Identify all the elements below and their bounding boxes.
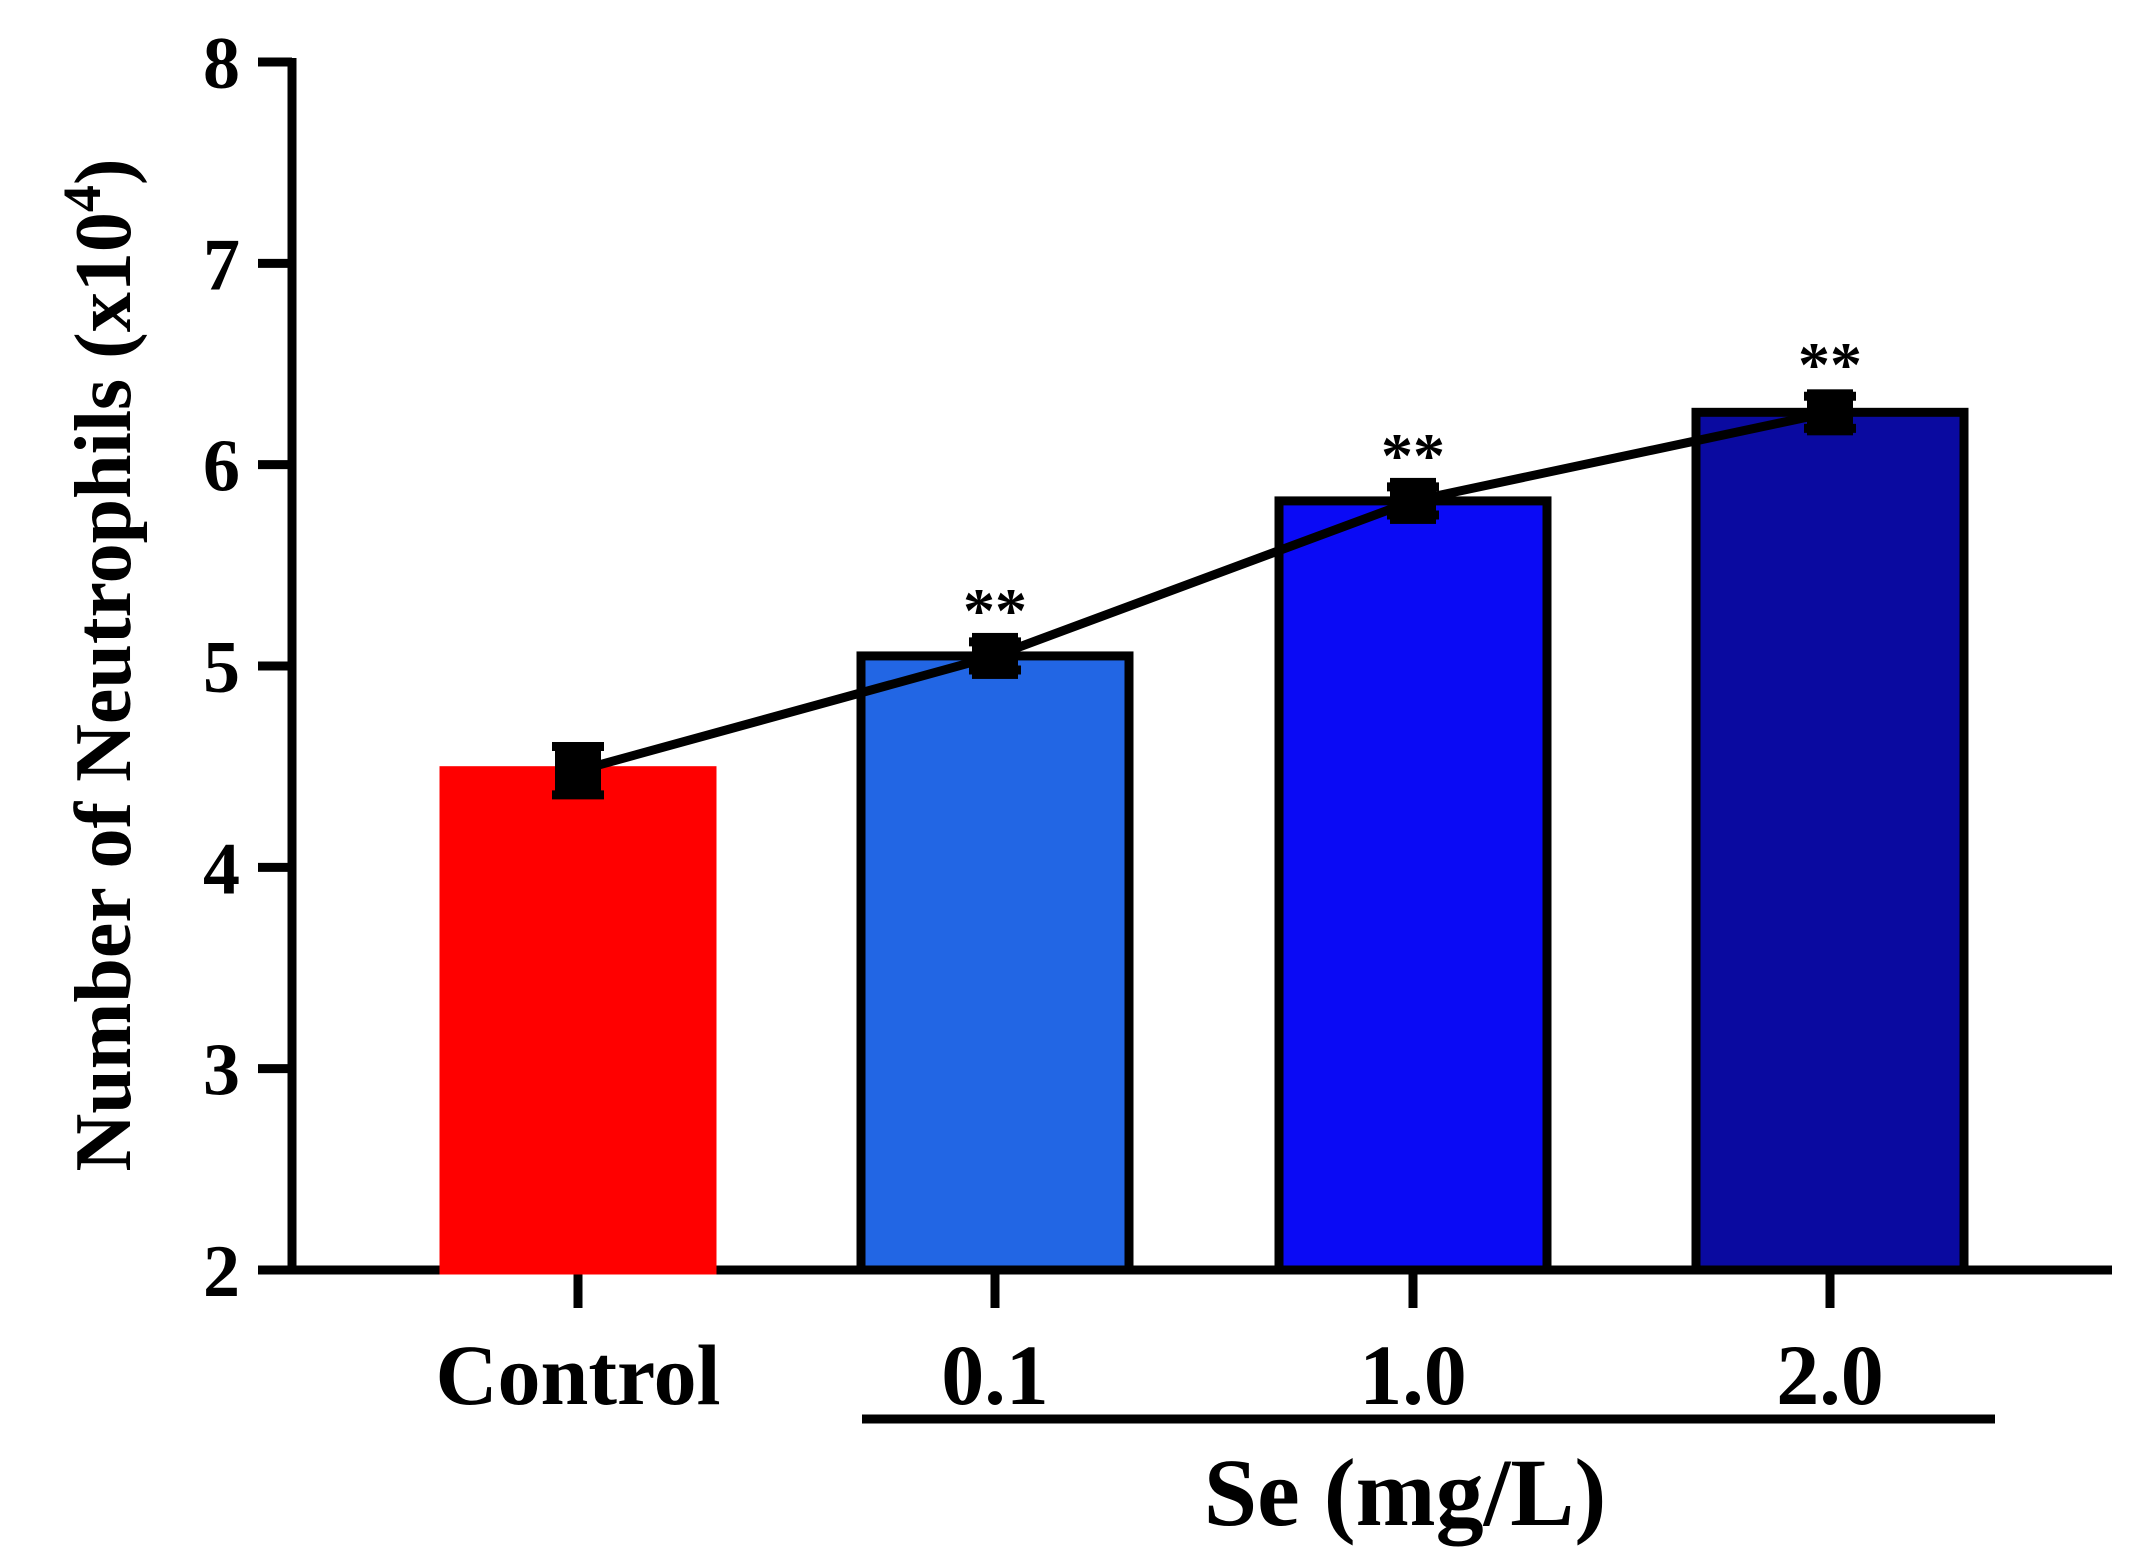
y-axis-label-main: Number of Neutrophils (x10 [60, 212, 148, 1171]
trend-point [1807, 389, 1853, 436]
y-axis-label-close: ) [60, 159, 148, 186]
y-axis-label-superscript: 4 [52, 185, 112, 212]
trend-point [1390, 477, 1436, 524]
significance-labels: ** ** ** [963, 329, 1862, 646]
y-tick-label: 5 [203, 627, 240, 709]
significance-label: ** [1381, 420, 1445, 491]
x-axis [288, 1265, 2112, 1308]
category-labels: Control 0.1 1.0 2.0 [435, 1327, 1883, 1423]
y-tick-label: 7 [203, 224, 240, 306]
y-tick-label: 3 [203, 1030, 240, 1112]
bar-1-0 [1274, 496, 1552, 1275]
y-tick-label: 2 [203, 1231, 240, 1313]
bars [439, 407, 1969, 1275]
x-category-label: Control [435, 1327, 720, 1423]
bar-0-1 [856, 651, 1134, 1275]
error-bars [552, 391, 1856, 800]
trend-line [576, 407, 1831, 776]
trend-point [972, 632, 1018, 679]
significance-label: ** [963, 575, 1027, 646]
y-axis-label: Number of Neutrophils (x104) [52, 159, 148, 1172]
significance-label: ** [1798, 329, 1862, 400]
x-group-label: Se (mg/L) [1204, 1439, 1607, 1546]
trend-point [555, 747, 601, 794]
x-category-label: 0.1 [941, 1327, 1049, 1423]
y-axis: 2 3 4 5 6 7 8 [203, 23, 297, 1313]
y-tick-label: 4 [203, 828, 240, 910]
trend-line-layer [555, 389, 1853, 794]
x-category-label: 2.0 [1776, 1327, 1884, 1423]
x-category-label: 1.0 [1359, 1327, 1467, 1423]
bar-control [439, 766, 717, 1275]
y-tick-label: 8 [203, 23, 240, 105]
bar-2-0 [1691, 407, 1969, 1275]
y-tick-label: 6 [203, 426, 240, 508]
